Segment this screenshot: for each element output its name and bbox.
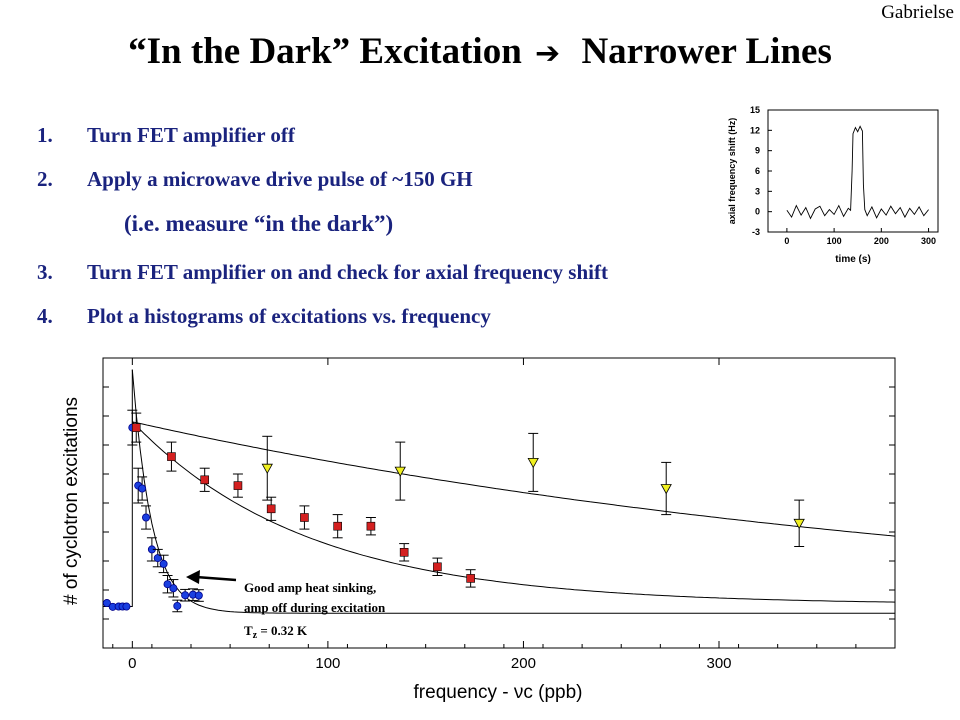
blue-data-point — [169, 584, 178, 593]
temperature-value: = 0.32 K — [257, 623, 308, 638]
red-data-point — [233, 481, 243, 490]
temperature-subscript: z — [253, 630, 258, 641]
red-data-point — [466, 574, 475, 583]
blue-data-point — [138, 484, 147, 493]
step-2-note: (i.e. measure “in the dark”) — [124, 211, 393, 237]
annotation-arrow-shaft — [195, 575, 237, 582]
yellow-data-point — [660, 484, 672, 495]
inset-y-axis: -3 0 3 6 9 12 15 — [750, 105, 772, 237]
inset-x-tick-label: 100 — [827, 236, 842, 246]
blue-data-point — [102, 599, 111, 608]
inset-y-tick-label: -3 — [752, 227, 760, 237]
red-data-point — [131, 423, 141, 432]
main-y-axis — [103, 386, 895, 620]
yellow-data-point — [793, 518, 805, 530]
blue-data-point — [142, 513, 151, 522]
red-data-point — [266, 504, 276, 514]
red-data-point — [399, 547, 409, 557]
inset-y-tick-label: 9 — [755, 146, 760, 156]
red-data-point — [433, 562, 442, 572]
yellow-data-point — [261, 463, 273, 475]
main-chart: 0 100 200 300 # of cyclotron excitations fr… — [61, 357, 896, 703]
right-arrow-icon: ➔ — [535, 36, 561, 71]
red-data-point — [200, 475, 209, 485]
step-text: (i.e. measure “in the dark”) — [124, 211, 394, 236]
annotation-line-1: Good amp heat sinking, — [244, 580, 376, 595]
red-fit-curve — [131, 421, 896, 603]
blue-data-point — [153, 554, 162, 563]
step-text: Turn FET amplifier on and check for axia… — [87, 260, 608, 284]
inset-y-tick-label: 15 — [750, 105, 760, 115]
step-1: 1. Turn FET amplifier off — [37, 123, 295, 148]
yellow-data-point — [527, 457, 539, 469]
inset-plot-frame — [767, 109, 939, 233]
step-number: 2. — [37, 167, 53, 191]
main-x-label: frequency - νc (ppb) — [414, 682, 583, 703]
blue-data-point — [159, 559, 168, 568]
inset-x-tick-label: 0 — [784, 236, 789, 246]
fit-curves — [103, 369, 896, 614]
slide-title: “In the Dark” Excitation ➔ Narrower Line… — [0, 30, 960, 73]
author-name: Gabrielse — [881, 2, 954, 23]
main-x-tick-label: 200 — [511, 655, 536, 672]
inset-y-label: axial frequency shift (Hz) — [727, 118, 737, 225]
red-data-point — [300, 513, 309, 522]
inset-trace-line — [786, 125, 929, 220]
inset-x-label: time (s) — [835, 254, 871, 265]
step-text: Plot a histograms of excitations vs. fre… — [87, 304, 491, 328]
step-2: 2. Apply a microwave drive pulse of ~150 … — [37, 167, 473, 192]
main-x-tick-label: 300 — [706, 655, 731, 672]
blue-data-point — [163, 580, 172, 589]
blue-data-point — [181, 591, 190, 600]
temperature-label: Tz = 0.32 K — [244, 623, 308, 641]
step-number: 1. — [37, 123, 53, 147]
red-data-point — [333, 521, 342, 531]
annotation: Good amp heat sinking, amp off during ex… — [186, 570, 386, 641]
main-plot-frame — [102, 357, 896, 649]
inset-y-tick-label: 12 — [750, 125, 760, 135]
step-3: 3. Turn FET amplifier on and check for ax… — [37, 260, 608, 285]
blue-data-point — [173, 601, 182, 610]
main-x-tick-label: 0 — [128, 655, 136, 672]
inset-x-tick-label: 300 — [921, 236, 936, 246]
inset-x-tick-label: 200 — [874, 236, 889, 246]
title-left: “In the Dark” Excitation — [128, 31, 522, 72]
blue-fit-rise — [103, 369, 133, 607]
step-text: Turn FET amplifier off — [87, 123, 295, 147]
step-number: 4. — [37, 304, 53, 328]
step-4: 4. Plot a histograms of excitations vs. f… — [37, 304, 491, 329]
red-data-point — [366, 521, 376, 531]
blue-fit-curve — [131, 369, 895, 614]
main-x-tick-label: 100 — [315, 655, 340, 672]
yellow-data-point — [394, 466, 406, 477]
step-text: Apply a microwave drive pulse of ~150 GH — [87, 167, 473, 191]
blue-data-point — [122, 602, 131, 611]
inset-y-tick-label: 0 — [755, 207, 760, 217]
blue-data-point — [194, 591, 203, 600]
main-x-axis: 0 100 200 300 — [112, 358, 857, 672]
main-y-label: # of cyclotron excitations — [61, 397, 82, 605]
inset-chart: 0 100 200 300 -3 0 3 6 9 12 15 time (s) axial fre… — [727, 105, 939, 265]
annotation-line-2: amp off during excitation — [244, 600, 386, 615]
inset-x-axis: 0 100 200 300 — [784, 228, 936, 246]
step-number: 3. — [37, 260, 53, 284]
yellow-fit-curve — [132, 421, 896, 537]
inset-y-tick-label: 3 — [755, 186, 760, 196]
temperature-symbol: T — [244, 623, 253, 638]
data-points — [102, 409, 805, 613]
title-right: Narrower Lines — [581, 31, 832, 72]
inset-y-tick-label: 6 — [755, 166, 760, 176]
left-arrow-icon — [186, 570, 200, 584]
red-data-point — [167, 452, 176, 461]
